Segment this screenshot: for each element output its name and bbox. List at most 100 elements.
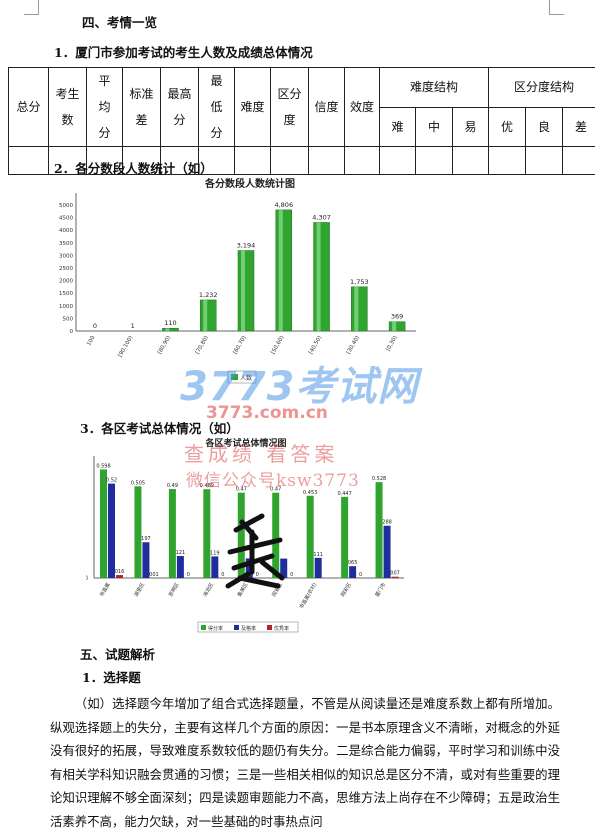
y-tick-label: 1500 <box>59 291 73 297</box>
chart-title: 各区考试总体情况图 <box>204 437 286 449</box>
header-cell: 信度 <box>309 68 345 147</box>
bar <box>351 287 367 331</box>
bar <box>280 559 287 578</box>
x-tick-label: [40,50) <box>308 335 323 355</box>
empty-cell <box>453 147 489 175</box>
legend-label: 得分率 <box>208 625 223 632</box>
value-label: 288 <box>382 520 392 526</box>
value-label: 0.47 <box>270 487 281 493</box>
value-label: 4,806 <box>274 201 293 209</box>
score-distribution-chart: 各分数段人数统计图 050010001500200025003000350040… <box>50 175 420 390</box>
value-label: 0 <box>221 572 224 578</box>
sub-header-cell: 中 <box>416 107 453 147</box>
bar <box>314 222 330 331</box>
value-label: 110 <box>164 319 176 327</box>
value-label: 0 <box>256 572 259 578</box>
header-cell: 总分 <box>9 68 49 147</box>
section-heading: 五、试题解析 <box>80 644 155 663</box>
bar-highlight <box>317 222 321 331</box>
bar <box>389 322 405 331</box>
empty-cell <box>271 147 309 175</box>
header-cell: 考生数 <box>49 68 87 147</box>
x-tick-label: 100 <box>86 335 97 348</box>
header-cell: 难度结构 <box>380 68 489 108</box>
value-label: 007 <box>390 571 400 577</box>
chart-title: 各分数段人数统计图 <box>204 177 295 190</box>
bar <box>307 496 314 578</box>
bar-highlight <box>279 210 283 331</box>
value-label: 0.52 <box>106 478 117 484</box>
analysis-paragraph: （如）选择题今年增加了组合式选择题量，不管是从阅读量还是难度系数上都有所增加。纵… <box>50 692 560 833</box>
legend-swatch <box>267 625 272 630</box>
bar-highlight <box>203 300 207 331</box>
value-label: 001 <box>149 572 159 578</box>
sub-header-cell: 良 <box>526 107 563 147</box>
x-tick-label: [60,70) <box>233 335 248 355</box>
x-tick-label: 厦门市 <box>374 582 388 599</box>
legend-swatch <box>234 625 239 630</box>
x-tick-label: [30,40) <box>346 335 361 355</box>
legend-swatch <box>231 374 238 380</box>
header-cell: 区分度 <box>271 68 309 147</box>
y-tick-label: 3000 <box>59 253 73 259</box>
x-tick-label: [80,90) <box>157 335 172 355</box>
value-label: 0 <box>187 572 190 578</box>
empty-cell <box>489 147 526 175</box>
bar <box>162 328 178 331</box>
empty-cell <box>416 147 453 175</box>
header-cell: 效度 <box>345 68 380 147</box>
bar-highlight <box>392 322 396 331</box>
page-corner-mark <box>549 0 564 15</box>
value-label: 065 <box>348 560 358 566</box>
value-label: 0.447 <box>337 491 351 497</box>
bar <box>272 493 279 578</box>
value-label: 0.528 <box>372 476 386 482</box>
header-cell: 最高分 <box>161 68 199 147</box>
value-label: 111 <box>313 552 323 558</box>
section-heading: 1．厦门市参加考试的考生人数及成绩总体情况 <box>54 42 313 61</box>
bar <box>246 558 253 578</box>
value-label: 0.505 <box>131 480 145 486</box>
bar <box>116 575 123 578</box>
value-label: 0 <box>359 572 362 578</box>
y-tick-label: 5000 <box>59 203 73 209</box>
empty-cell <box>380 147 416 175</box>
bar <box>276 210 292 331</box>
x-tick-label: 市直属(农村) <box>298 581 319 610</box>
bar <box>315 558 322 578</box>
bar <box>100 469 107 578</box>
empty-cell <box>309 147 345 175</box>
bar <box>203 489 210 578</box>
bar-highlight <box>354 287 358 331</box>
bar <box>177 556 184 578</box>
empty-cell <box>526 147 563 175</box>
page-corner-mark <box>24 0 39 15</box>
bar <box>238 493 245 578</box>
section-heading: 1．选择题 <box>82 667 141 686</box>
x-tick-label: 集美区 <box>236 582 250 599</box>
value-label: 121 <box>176 550 186 556</box>
section-heading: 四、考情一览 <box>82 12 157 31</box>
value-label: 197 <box>141 536 151 542</box>
sub-header-cell: 差 <box>563 107 595 147</box>
value-label: 0.47 <box>236 487 247 493</box>
y-tick-label: 2000 <box>59 279 73 285</box>
x-tick-label: [70,80) <box>195 335 210 355</box>
y-tick-label: 0 <box>86 575 88 582</box>
legend-label: 人数 <box>240 374 252 382</box>
empty-cell <box>345 147 380 175</box>
legend-swatch <box>201 625 206 630</box>
value-label: 4,307 <box>312 213 331 221</box>
value-label: 1,232 <box>199 291 218 299</box>
header-cell: 标准差 <box>123 68 161 147</box>
x-tick-label: 湖里区 <box>133 582 147 599</box>
y-tick-label: 2500 <box>59 266 73 272</box>
x-tick-label: 思明区 <box>168 582 181 598</box>
header-cell: 难度 <box>235 68 271 147</box>
value-label: 369 <box>391 313 403 321</box>
empty-cell <box>235 147 271 175</box>
bar <box>392 577 399 578</box>
empty-cell <box>563 147 595 175</box>
value-label: 3,194 <box>237 242 256 250</box>
bar <box>349 566 356 578</box>
